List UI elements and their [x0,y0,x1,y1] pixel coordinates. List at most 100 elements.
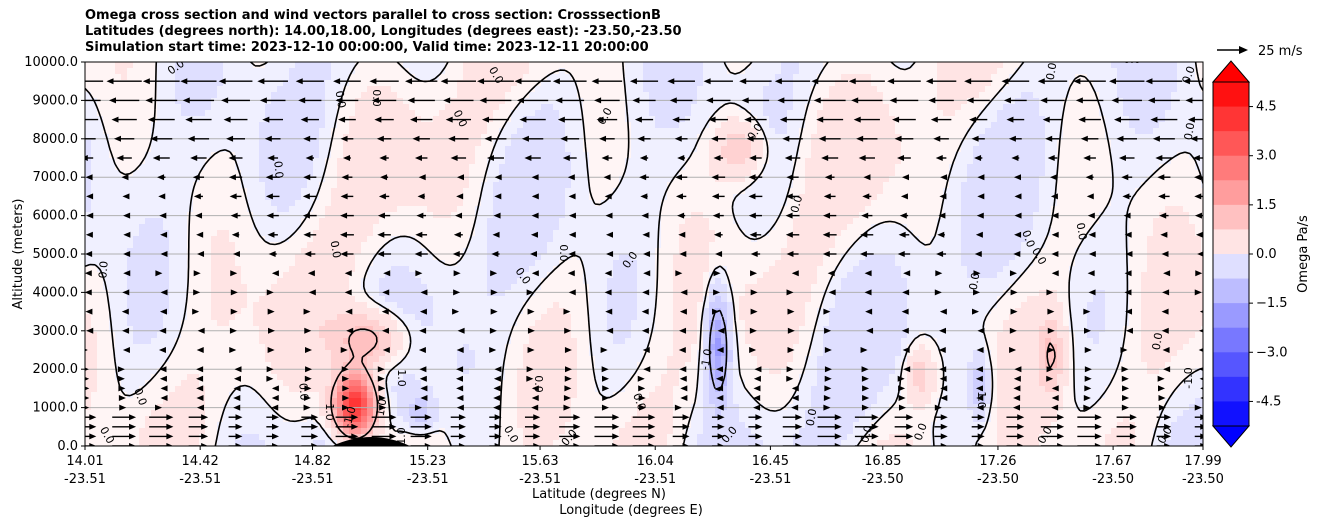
omega-cell [97,254,104,261]
omega-cell [319,308,326,315]
omega-cell [385,320,392,327]
omega-cell [205,122,212,129]
omega-cell [253,236,260,243]
omega-cell [307,386,314,393]
omega-cell [109,440,116,446]
omega-cell [331,326,338,333]
omega-cell [547,188,554,195]
omega-cell [295,74,302,81]
omega-cell [103,188,110,195]
omega-cell [475,134,482,141]
omega-cell [253,260,260,267]
omega-cell [427,260,434,267]
omega-cell [199,98,206,105]
omega-cell [97,248,104,255]
omega-cell [361,320,368,327]
omega-cell [211,356,218,363]
omega-cell [355,362,362,369]
omega-cell [217,200,224,207]
omega-cell [517,164,524,171]
omega-cell [373,140,380,147]
omega-cell [271,302,278,309]
omega-cell [211,110,218,117]
omega-cell [451,68,458,75]
omega-cell [325,344,332,351]
omega-cell [385,158,392,165]
omega-cell [535,350,542,357]
omega-cell [205,92,212,99]
omega-cell [433,332,440,339]
omega-cell [499,140,506,147]
omega-cell [283,368,290,375]
omega-cell [355,314,362,321]
omega-cell [445,314,452,321]
omega-cell [241,206,248,213]
omega-cell [205,380,212,387]
omega-cell [205,224,212,231]
omega-cell [445,200,452,207]
omega-cell [271,344,278,351]
omega-cell [283,308,290,315]
omega-cell [457,380,464,387]
omega-cell [109,260,116,267]
omega-cell [247,188,254,195]
omega-cell [103,410,110,417]
omega-cell [223,140,230,147]
omega-cell [175,128,182,135]
omega-cell [175,236,182,243]
omega-cell [139,410,146,417]
omega-cell [271,170,278,177]
omega-cell [469,434,476,441]
omega-cell [265,254,272,261]
omega-cell [547,116,554,123]
omega-cell [85,128,92,135]
omega-cell [103,398,110,405]
omega-cell [457,170,464,177]
omega-cell [85,380,92,387]
omega-cell [175,134,182,141]
omega-cell [211,164,218,171]
omega-cell [265,440,272,446]
omega-cell [349,338,356,345]
omega-cell [301,140,308,147]
omega-cell [451,434,458,441]
omega-cell [301,326,308,333]
omega-cell [409,188,416,195]
omega-cell [241,176,248,183]
omega-cell [205,134,212,141]
omega-cell [307,242,314,249]
omega-cell [163,272,170,279]
omega-cell [463,92,470,99]
omega-cell [505,122,512,129]
omega-cell [511,170,518,177]
omega-cell [487,218,494,225]
omega-cell [331,428,338,435]
omega-cell [529,398,536,405]
omega-cell [271,392,278,399]
omega-cell [163,146,170,153]
omega-cell [427,338,434,345]
omega-cell [175,158,182,165]
omega-cell [211,440,218,446]
omega-cell [361,104,368,111]
omega-cell [259,122,266,129]
omega-cell [163,410,170,417]
omega-cell [259,170,266,177]
omega-cell [199,146,206,153]
omega-cell [85,272,92,279]
omega-cell [505,344,512,351]
omega-cell [139,164,146,171]
omega-cell [349,344,356,351]
omega-cell [253,128,260,135]
omega-cell [505,254,512,261]
omega-cell [199,176,206,183]
omega-cell [193,206,200,213]
omega-cell [451,248,458,255]
omega-cell [367,296,374,303]
omega-cell [205,314,212,321]
omega-cell [133,74,140,81]
omega-cell [199,140,206,147]
omega-cell [481,218,488,225]
omega-cell [439,122,446,129]
omega-cell [367,416,374,423]
